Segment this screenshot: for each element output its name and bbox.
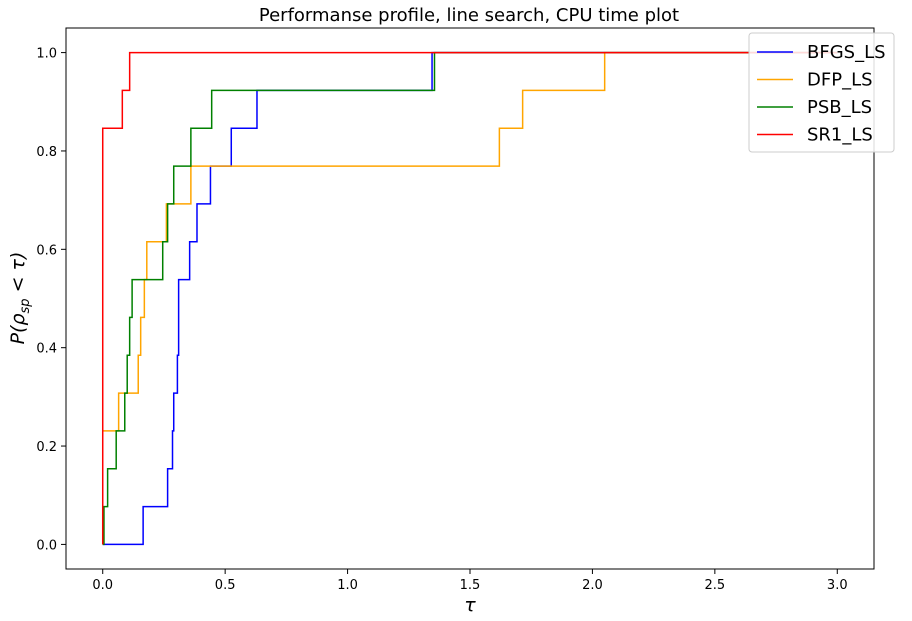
y-tick-label: 0.8	[36, 145, 57, 160]
legend-label: SR1_LS	[807, 125, 873, 146]
x-axis-label: τ	[464, 594, 476, 616]
legend-label: BFGS_LS	[807, 42, 886, 63]
x-axis-ticks: 0.0 0.5 1.0 1.5 2.0 2.5 3.0	[92, 569, 848, 593]
x-tick-label: 1.0	[337, 578, 358, 593]
x-tick-label: 0.0	[92, 578, 113, 593]
series-line-dfp-ls	[102, 51, 838, 432]
x-tick-label: 0.5	[215, 578, 236, 593]
x-tick-label: 2.5	[705, 578, 726, 593]
legend-label: PSB_LS	[807, 97, 872, 118]
series-line-bfgs-ls	[102, 51, 838, 546]
legend: BFGS_LS DFP_LS PSB_LS SR1_LS	[748, 32, 895, 153]
x-tick-label: 2.0	[582, 578, 603, 593]
y-tick-label: 0.0	[36, 538, 57, 553]
y-axis-label: P(ρsp < τ)	[7, 252, 33, 345]
series-lines	[101, 51, 838, 546]
y-axis-ticks: 0.0 0.2 0.4 0.6 0.8 1.0	[36, 47, 66, 553]
y-tick-label: 1.0	[36, 47, 57, 62]
chart-title: Performanse profile, line search, CPU ti…	[259, 5, 679, 26]
y-tick-label: 0.6	[36, 243, 57, 258]
y-tick-label: 0.2	[36, 440, 57, 455]
series-line-psb-ls	[102, 51, 838, 546]
legend-box	[748, 32, 895, 153]
x-tick-label: 1.5	[460, 578, 481, 593]
x-tick-label: 3.0	[827, 578, 848, 593]
legend-label: DFP_LS	[807, 70, 873, 91]
series-line-sr1-ls	[101, 51, 838, 545]
y-tick-label: 0.4	[36, 342, 57, 357]
